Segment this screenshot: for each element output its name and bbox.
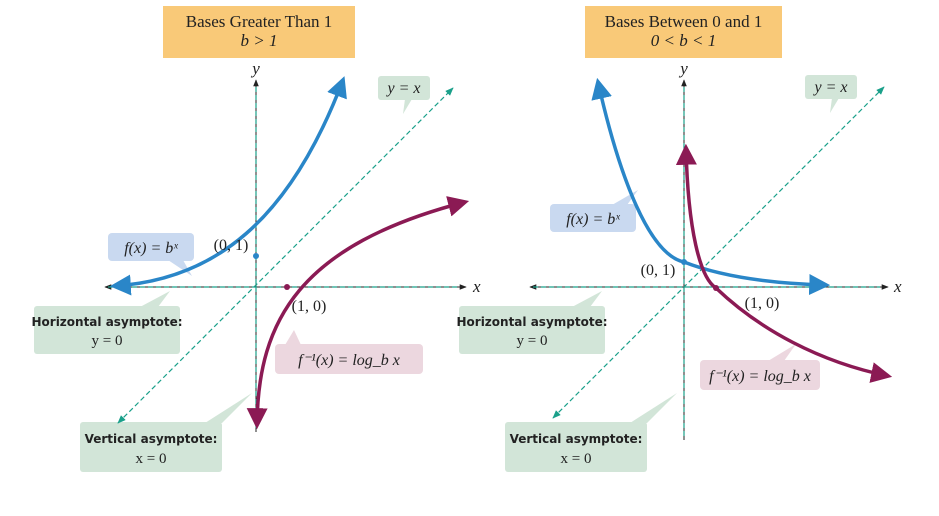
right-exp-curve bbox=[591, 77, 831, 296]
left-point-log-label: (1, 0) bbox=[292, 298, 327, 315]
right-point-exp bbox=[681, 259, 687, 265]
right-log-curve bbox=[675, 143, 893, 383]
left-x-axis-label: x bbox=[472, 277, 481, 296]
left-line-label: y = x bbox=[386, 80, 421, 97]
left-log-curve bbox=[246, 196, 470, 430]
right-title: Bases Between 0 and 1 bbox=[604, 12, 763, 31]
left-point-exp-label: (0, 1) bbox=[214, 237, 249, 254]
right-point-exp-label: (0, 1) bbox=[641, 262, 676, 279]
right-panel bbox=[459, 75, 893, 472]
left-h-asymptote-eq: y = 0 bbox=[92, 333, 123, 349]
right-exp-label: f(x) = bˣ bbox=[566, 211, 620, 228]
right-h-asymptote-title: Horizontal asymptote: bbox=[456, 315, 607, 329]
right-v-asymptote-title: Vertical asymptote: bbox=[510, 432, 643, 446]
left-exp-label: f(x) = bˣ bbox=[124, 240, 178, 257]
right-log-label: f⁻¹(x) = log_b x bbox=[709, 368, 811, 385]
right-x-axis-label: x bbox=[893, 277, 902, 296]
right-h-asymptote-eq: y = 0 bbox=[517, 333, 548, 349]
right-v-asymptote-eq: x = 0 bbox=[561, 451, 592, 467]
left-log-label: f⁻¹(x) = log_b x bbox=[298, 352, 400, 369]
right-line-label: y = x bbox=[813, 79, 848, 96]
left-point-log bbox=[284, 284, 290, 290]
right-point-log bbox=[713, 285, 719, 291]
left-point-exp bbox=[253, 253, 259, 259]
left-y-axis-label: y bbox=[250, 59, 260, 78]
left-panel bbox=[34, 76, 470, 472]
left-h-asymptote-title: Horizontal asymptote: bbox=[31, 315, 182, 329]
left-v-asymptote-eq: x = 0 bbox=[136, 451, 167, 467]
left-title-box: Bases Greater Than 1 b > 1 bbox=[163, 6, 355, 58]
right-title-box: Bases Between 0 and 1 0 < b < 1 bbox=[585, 6, 782, 58]
left-exp-curve bbox=[109, 76, 347, 296]
left-v-asymptote-title: Vertical asymptote: bbox=[85, 432, 218, 446]
right-point-log-label: (1, 0) bbox=[745, 295, 780, 312]
right-y-axis-label: y bbox=[678, 59, 688, 78]
right-condition: 0 < b < 1 bbox=[650, 31, 717, 50]
left-condition: b > 1 bbox=[240, 31, 278, 50]
left-title: Bases Greater Than 1 bbox=[185, 12, 333, 31]
